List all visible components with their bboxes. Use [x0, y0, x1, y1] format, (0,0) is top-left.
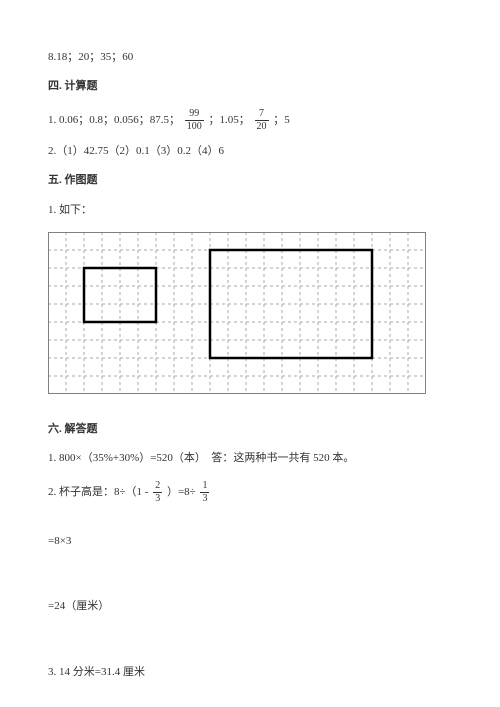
frac-den: 3 [200, 493, 209, 504]
frac-num: 99 [185, 109, 204, 121]
s4-q1-part-c: ；5 [273, 113, 290, 128]
frac-num: 1 [200, 481, 209, 493]
section-4-title: 四. 计算题 [48, 79, 452, 94]
s6-q1: 1. 800×（35%+30%）=520（本） 答：这两种书一共有 520 本。 [48, 451, 452, 466]
s6-q2-b: ）=8÷ [167, 485, 196, 500]
frac-den: 100 [185, 121, 204, 132]
s6-q2-line1: 2. 杯子高是：8÷（1 - 2 3 ）=8÷ 1 3 [48, 481, 452, 504]
s4-q1: 1. 0.06；0.8；0.056；87.5； 99 100 ；1.05； 7 … [48, 109, 452, 132]
s6-q2-a: 2. 杯子高是：8÷（1 - [48, 485, 148, 500]
s6-q2-line3: =24（厘米） [48, 599, 452, 614]
fraction-2-3: 2 3 [153, 481, 162, 504]
fraction-7-20: 7 20 [255, 109, 269, 132]
grid-svg [48, 232, 426, 394]
s4-q2: 2.（1）42.75（2）0.1（3）0.2（4）6 [48, 144, 452, 159]
grid-figure [48, 232, 452, 394]
section-6-title: 六. 解答题 [48, 422, 452, 437]
s5-q1: 1. 如下： [48, 203, 452, 218]
fraction-1-3: 1 3 [200, 481, 209, 504]
frac-num: 2 [153, 481, 162, 493]
s4-q1-part-b: ；1.05； [209, 113, 250, 128]
fraction-99-100: 99 100 [185, 109, 204, 132]
answer-8: 8.18；20；35；60 [48, 50, 452, 65]
s4-q1-part-a: 1. 0.06；0.8；0.056；87.5； [48, 113, 180, 128]
s6-q2-line2: =8×3 [48, 534, 452, 549]
frac-den: 20 [255, 121, 269, 132]
section-5-title: 五. 作图题 [48, 173, 452, 188]
frac-num: 7 [255, 109, 269, 121]
s6-q3: 3. 14 分米=31.4 厘米 [48, 665, 452, 680]
frac-den: 3 [153, 493, 162, 504]
